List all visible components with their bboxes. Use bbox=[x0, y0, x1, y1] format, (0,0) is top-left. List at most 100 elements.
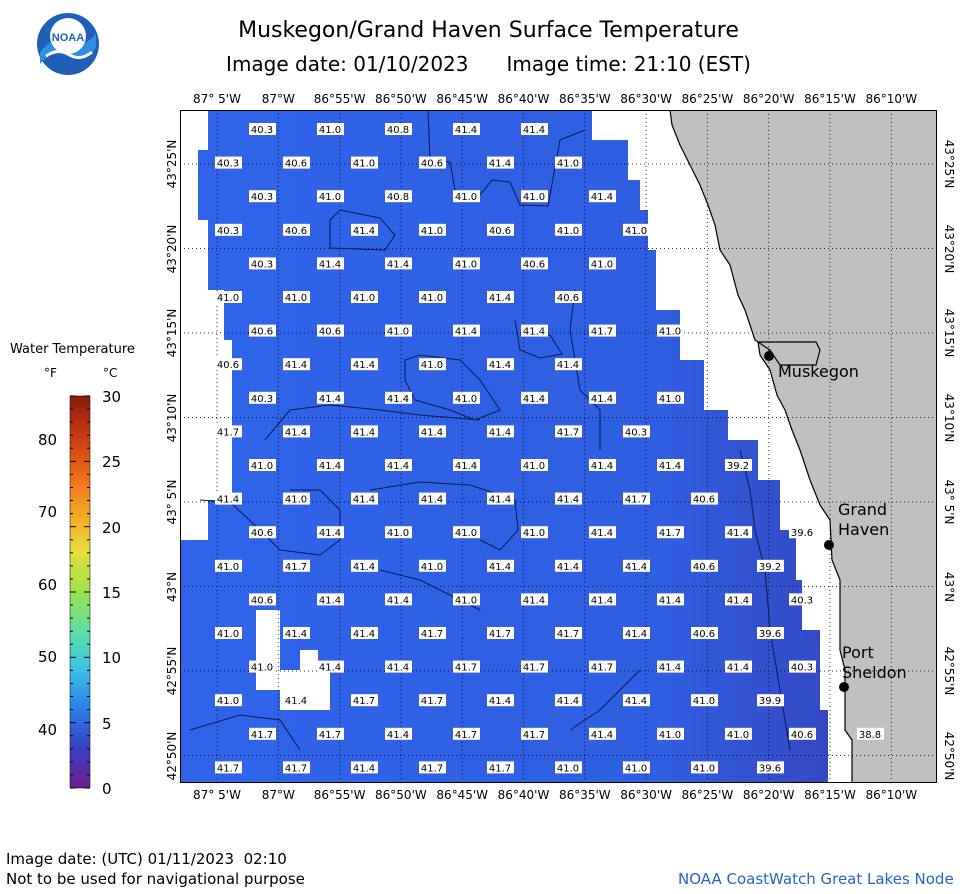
svg-text:41.4: 41.4 bbox=[557, 360, 579, 371]
temperature-label: 41.7 bbox=[419, 761, 446, 774]
map-subtitle: Image date: 01/10/2023 Image time: 21:10 … bbox=[0, 52, 977, 76]
temperature-label: 41.7 bbox=[283, 559, 310, 573]
longitude-label-top: 87° 5'W bbox=[193, 92, 241, 106]
svg-text:41.4: 41.4 bbox=[387, 259, 409, 270]
temperature-label: 39.2 bbox=[725, 459, 752, 472]
temperature-label: 41.4 bbox=[351, 559, 378, 573]
temperature-label: 41.4 bbox=[589, 593, 616, 606]
svg-text:41.0: 41.0 bbox=[353, 293, 375, 304]
temperature-label: 41.4 bbox=[521, 391, 548, 405]
temperature-label: 41.4 bbox=[453, 324, 480, 338]
map-canvas: 40.3 41.0 40.8 41.4 41.4 40.3 40.6 41.0 40.6 41.4… bbox=[180, 110, 937, 783]
svg-text:40.3: 40.3 bbox=[791, 595, 813, 606]
temperature-label: 41.0 bbox=[215, 559, 242, 573]
svg-text:41.0: 41.0 bbox=[217, 293, 239, 304]
svg-text:40.6: 40.6 bbox=[285, 159, 307, 170]
svg-text:39.6: 39.6 bbox=[759, 763, 781, 774]
temperature-label: 40.6 bbox=[283, 223, 310, 237]
temperature-label: 41.4 bbox=[657, 593, 684, 606]
temperature-label: 41.7 bbox=[283, 761, 310, 774]
temperature-label: 41.4 bbox=[725, 660, 752, 674]
temperature-label: 41.4 bbox=[657, 660, 684, 674]
temperature-label: 41.7 bbox=[215, 761, 242, 774]
svg-text:41.7: 41.7 bbox=[625, 495, 647, 506]
svg-text:41.4: 41.4 bbox=[659, 595, 681, 606]
temperature-label: 41.0 bbox=[215, 627, 242, 640]
temperature-label: 41.0 bbox=[317, 123, 344, 136]
temperature-label: 41.4 bbox=[555, 694, 582, 707]
temperature-label: 41.7 bbox=[555, 627, 582, 640]
temperature-label: 41.0 bbox=[521, 190, 548, 203]
svg-text:38.8: 38.8 bbox=[859, 730, 881, 741]
temperature-label: 41.4 bbox=[283, 627, 310, 640]
temperature-label: 41.4 bbox=[487, 425, 514, 438]
temperature-label: 41.0 bbox=[385, 526, 412, 539]
fahrenheit-tick-label: 50 bbox=[38, 648, 58, 667]
longitude-label-top: 86°15'W bbox=[804, 92, 856, 106]
svg-text:39.2: 39.2 bbox=[727, 461, 749, 472]
noaa-logo: NOAA bbox=[37, 13, 99, 75]
temperature-label: 41.4 bbox=[317, 391, 344, 405]
temperature-label: 41.7 bbox=[453, 727, 480, 741]
svg-text:41.4: 41.4 bbox=[727, 528, 749, 539]
temperature-labels: 40.3 41.0 40.8 41.4 41.4 40.3 40.6 41.0 40.6 41.4… bbox=[215, 123, 884, 774]
svg-text:41.0: 41.0 bbox=[421, 293, 443, 304]
svg-text:41.4: 41.4 bbox=[489, 495, 511, 506]
svg-text:41.0: 41.0 bbox=[217, 629, 239, 640]
temperature-label: 40.8 bbox=[385, 190, 412, 203]
svg-text:41.4: 41.4 bbox=[455, 461, 477, 472]
city-label-muskegon: Muskegon bbox=[778, 362, 859, 381]
temperature-label: 40.3 bbox=[789, 593, 816, 606]
temperature-label: 41.0 bbox=[317, 190, 344, 203]
temperature-label: 41.4 bbox=[521, 324, 548, 338]
latitude-label-left: 43°20'N bbox=[165, 224, 179, 273]
latitude-label-right: 43°25'N bbox=[942, 139, 956, 189]
svg-text:41.4: 41.4 bbox=[455, 327, 477, 338]
temperature-label: 41.4 bbox=[351, 223, 378, 237]
svg-text:41.4: 41.4 bbox=[557, 495, 579, 506]
longitude-label-top: 86°35'W bbox=[558, 92, 611, 106]
svg-text:41.4: 41.4 bbox=[353, 427, 375, 438]
svg-text:41.4: 41.4 bbox=[727, 663, 749, 674]
svg-text:41.0: 41.0 bbox=[659, 327, 681, 338]
temperature-label: 39.9 bbox=[757, 694, 784, 707]
temperature-label: 41.7 bbox=[487, 627, 514, 640]
svg-text:41.0: 41.0 bbox=[455, 528, 477, 539]
svg-text:40.3: 40.3 bbox=[251, 125, 273, 136]
svg-text:40.6: 40.6 bbox=[217, 360, 239, 371]
latitude-label-right: 42°55'N bbox=[942, 646, 956, 696]
temperature-label: 41.0 bbox=[453, 526, 480, 539]
svg-text:40.6: 40.6 bbox=[319, 327, 341, 338]
svg-text:41.0: 41.0 bbox=[319, 192, 341, 203]
svg-text:41.0: 41.0 bbox=[591, 259, 613, 270]
temperature-label: 41.4 bbox=[555, 492, 582, 506]
svg-text:41.0: 41.0 bbox=[285, 495, 307, 506]
latitude-label-right: 43°10'N bbox=[942, 393, 956, 442]
svg-text:41.7: 41.7 bbox=[557, 427, 579, 438]
logo-text: NOAA bbox=[52, 32, 84, 44]
temperature-label: 41.4 bbox=[521, 123, 548, 136]
svg-text:41.0: 41.0 bbox=[693, 763, 715, 774]
latitude-label-left: 42°55'N bbox=[165, 646, 179, 696]
svg-text:41.4: 41.4 bbox=[319, 663, 341, 674]
svg-text:41.4: 41.4 bbox=[353, 360, 375, 371]
svg-text:41.0: 41.0 bbox=[625, 226, 647, 237]
credit: NOAA CoastWatch Great Lakes Node bbox=[678, 870, 954, 888]
svg-text:41.0: 41.0 bbox=[659, 394, 681, 405]
temperature-label: 41.4 bbox=[385, 391, 412, 405]
svg-text:41.4: 41.4 bbox=[557, 562, 579, 573]
svg-text:40.6: 40.6 bbox=[693, 562, 715, 573]
temperature-label: 40.6 bbox=[521, 257, 548, 270]
svg-text:41.7: 41.7 bbox=[421, 629, 443, 640]
longitude-label-bottom: 86°15'W bbox=[804, 788, 856, 802]
svg-text:41.4: 41.4 bbox=[591, 528, 613, 539]
svg-text:41.4: 41.4 bbox=[557, 696, 579, 707]
temperature-label: 41.4 bbox=[385, 593, 412, 606]
temperature-label: 41.4 bbox=[487, 358, 514, 371]
temperature-label: 41.4 bbox=[419, 425, 446, 438]
utc-date: Image date: (UTC) 01/11/2023 02:10 bbox=[6, 850, 287, 868]
temperature-label: 41.0 bbox=[419, 223, 446, 237]
temperature-label: 41.7 bbox=[487, 761, 514, 774]
temperature-label: 41.4 bbox=[215, 492, 242, 506]
svg-text:41.0: 41.0 bbox=[387, 528, 409, 539]
